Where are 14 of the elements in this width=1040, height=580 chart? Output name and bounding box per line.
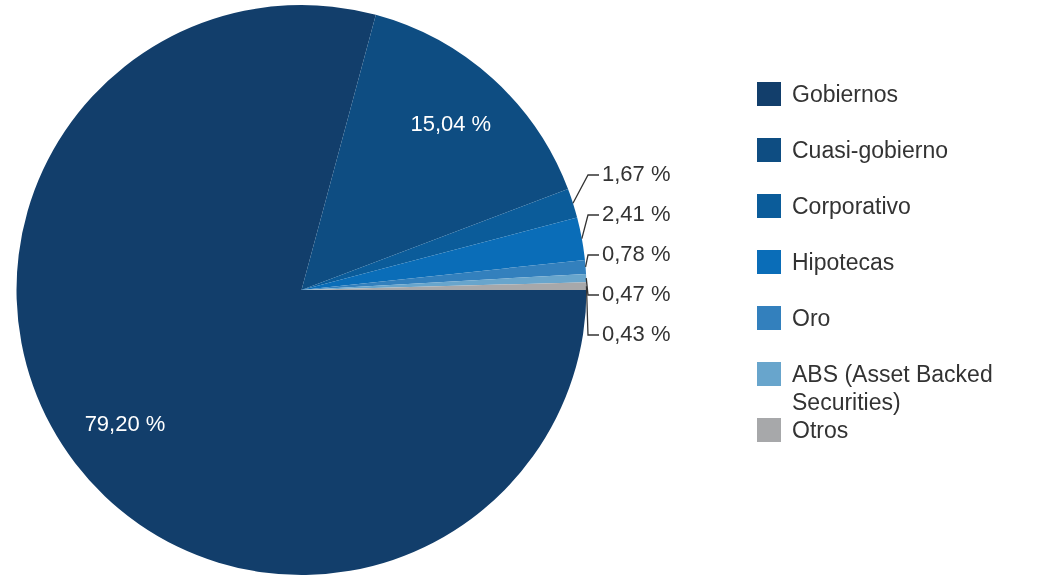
data-label: 0,43 % (602, 321, 671, 347)
data-label: 79,20 % (84, 411, 166, 437)
data-label: 15,04 % (410, 111, 492, 137)
legend-label: Corporativo (792, 192, 911, 220)
legend-label: Cuasi-gobierno (792, 136, 948, 164)
legend-label: Gobiernos (792, 80, 899, 108)
data-label: 0,47 % (602, 281, 671, 307)
legend-label: ABS (Asset Backed Securities) (792, 360, 994, 416)
data-label: 0,78 % (602, 241, 671, 267)
legend-label: Otros (792, 416, 849, 444)
data-label: 2,41 % (602, 201, 671, 227)
legend-label: Hipotecas (792, 248, 895, 276)
data-label: 1,67 % (602, 161, 671, 187)
legend-label: Oro (792, 304, 831, 332)
